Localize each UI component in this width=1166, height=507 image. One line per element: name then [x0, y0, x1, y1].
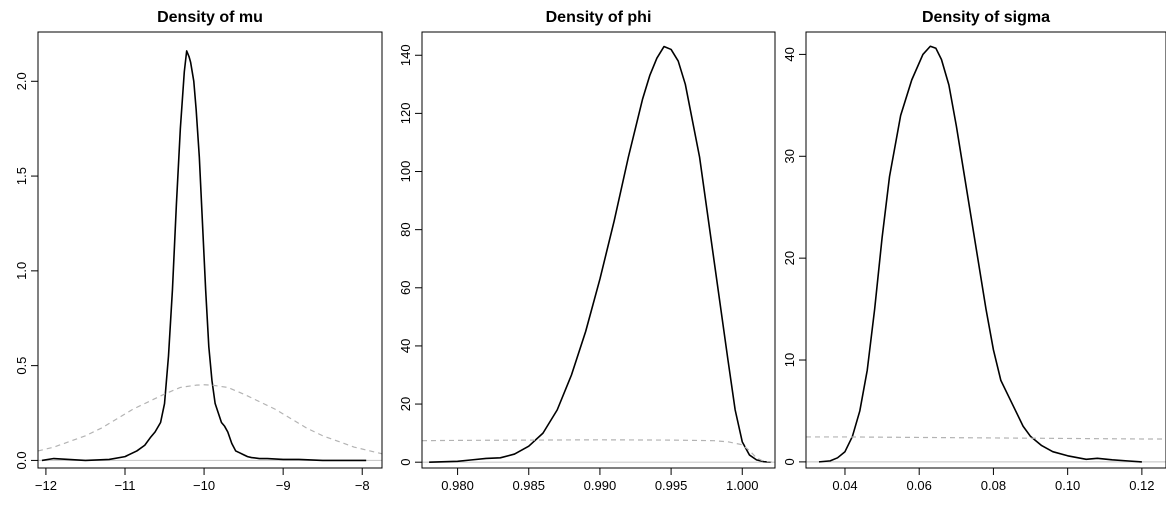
x-tick-label-11: −11	[114, 478, 135, 493]
y-tick-label-10: 10	[782, 353, 797, 367]
y-tick-label-0-0: 0.0	[14, 451, 29, 469]
x-tick-label-0-985: 0.985	[512, 478, 545, 493]
panel-sigma: Density of sigma 0.04 0.06 0.08 0.10 0.12 0 10 2…	[782, 9, 1166, 493]
x-tick-label-0-10: 0.10	[1055, 478, 1080, 493]
chart-title: Density of sigma	[922, 9, 1050, 26]
x-tick-label-9: −9	[276, 478, 291, 493]
plot-frame	[805, 31, 1166, 469]
plot-frame	[37, 31, 383, 469]
y-tick-label-20: 20	[782, 251, 797, 265]
x-tick-label-0-08: 0.08	[981, 478, 1006, 493]
y-tick-label-120: 120	[398, 103, 413, 125]
x-tick-label-10: −10	[193, 478, 215, 493]
x-tick-label-0-04: 0.04	[832, 478, 857, 493]
prior-density-line	[37, 384, 383, 455]
plot-frame	[421, 31, 776, 469]
y-tick-label-100: 100	[398, 161, 413, 183]
y-tick-label-30: 30	[782, 149, 797, 163]
y-tick-label-60: 60	[398, 281, 413, 295]
y-tick-label-140: 140	[398, 44, 413, 66]
posterior-density-line	[429, 45, 771, 463]
panel-mu: Density of mu −12 −11 −10 −9 −8 0.0 0.5 1.0 1.5 2.…	[14, 9, 383, 493]
chart-title: Density of mu	[157, 9, 263, 26]
x-tick-label-8: −8	[355, 478, 370, 493]
y-tick-label-20: 20	[398, 397, 413, 411]
y-tick-label-1-5: 1.5	[14, 167, 29, 185]
y-tick-label-2-0: 2.0	[14, 72, 29, 90]
y-tick-label-1-0: 1.0	[14, 262, 29, 280]
y-tick-label-0: 0	[782, 458, 797, 465]
posterior-density-line	[41, 50, 367, 462]
y-tick-label-80: 80	[398, 222, 413, 236]
x-tick-label-0-06: 0.06	[907, 478, 932, 493]
x-tick-label-0-12: 0.12	[1129, 478, 1154, 493]
x-tick-label-0-980: 0.980	[441, 478, 474, 493]
y-tick-label-0-5: 0.5	[14, 357, 29, 375]
panel-phi: Density of phi 0.980 0.985 0.990 0.995 1.000 0…	[398, 9, 776, 493]
x-tick-label-0-995: 0.995	[655, 478, 688, 493]
y-tick-label-40: 40	[782, 47, 797, 61]
prior-density-line	[421, 439, 776, 463]
y-tick-label-0: 0	[398, 459, 413, 466]
y-tick-label-40: 40	[398, 339, 413, 353]
chart-title: Density of phi	[546, 9, 652, 26]
x-tick-label-0-990: 0.990	[584, 478, 617, 493]
x-tick-label-12: −12	[35, 478, 57, 493]
x-tick-label-1-000: 1.000	[726, 478, 759, 493]
posterior-density-line	[818, 45, 1142, 463]
prior-density-line	[806, 436, 1166, 440]
